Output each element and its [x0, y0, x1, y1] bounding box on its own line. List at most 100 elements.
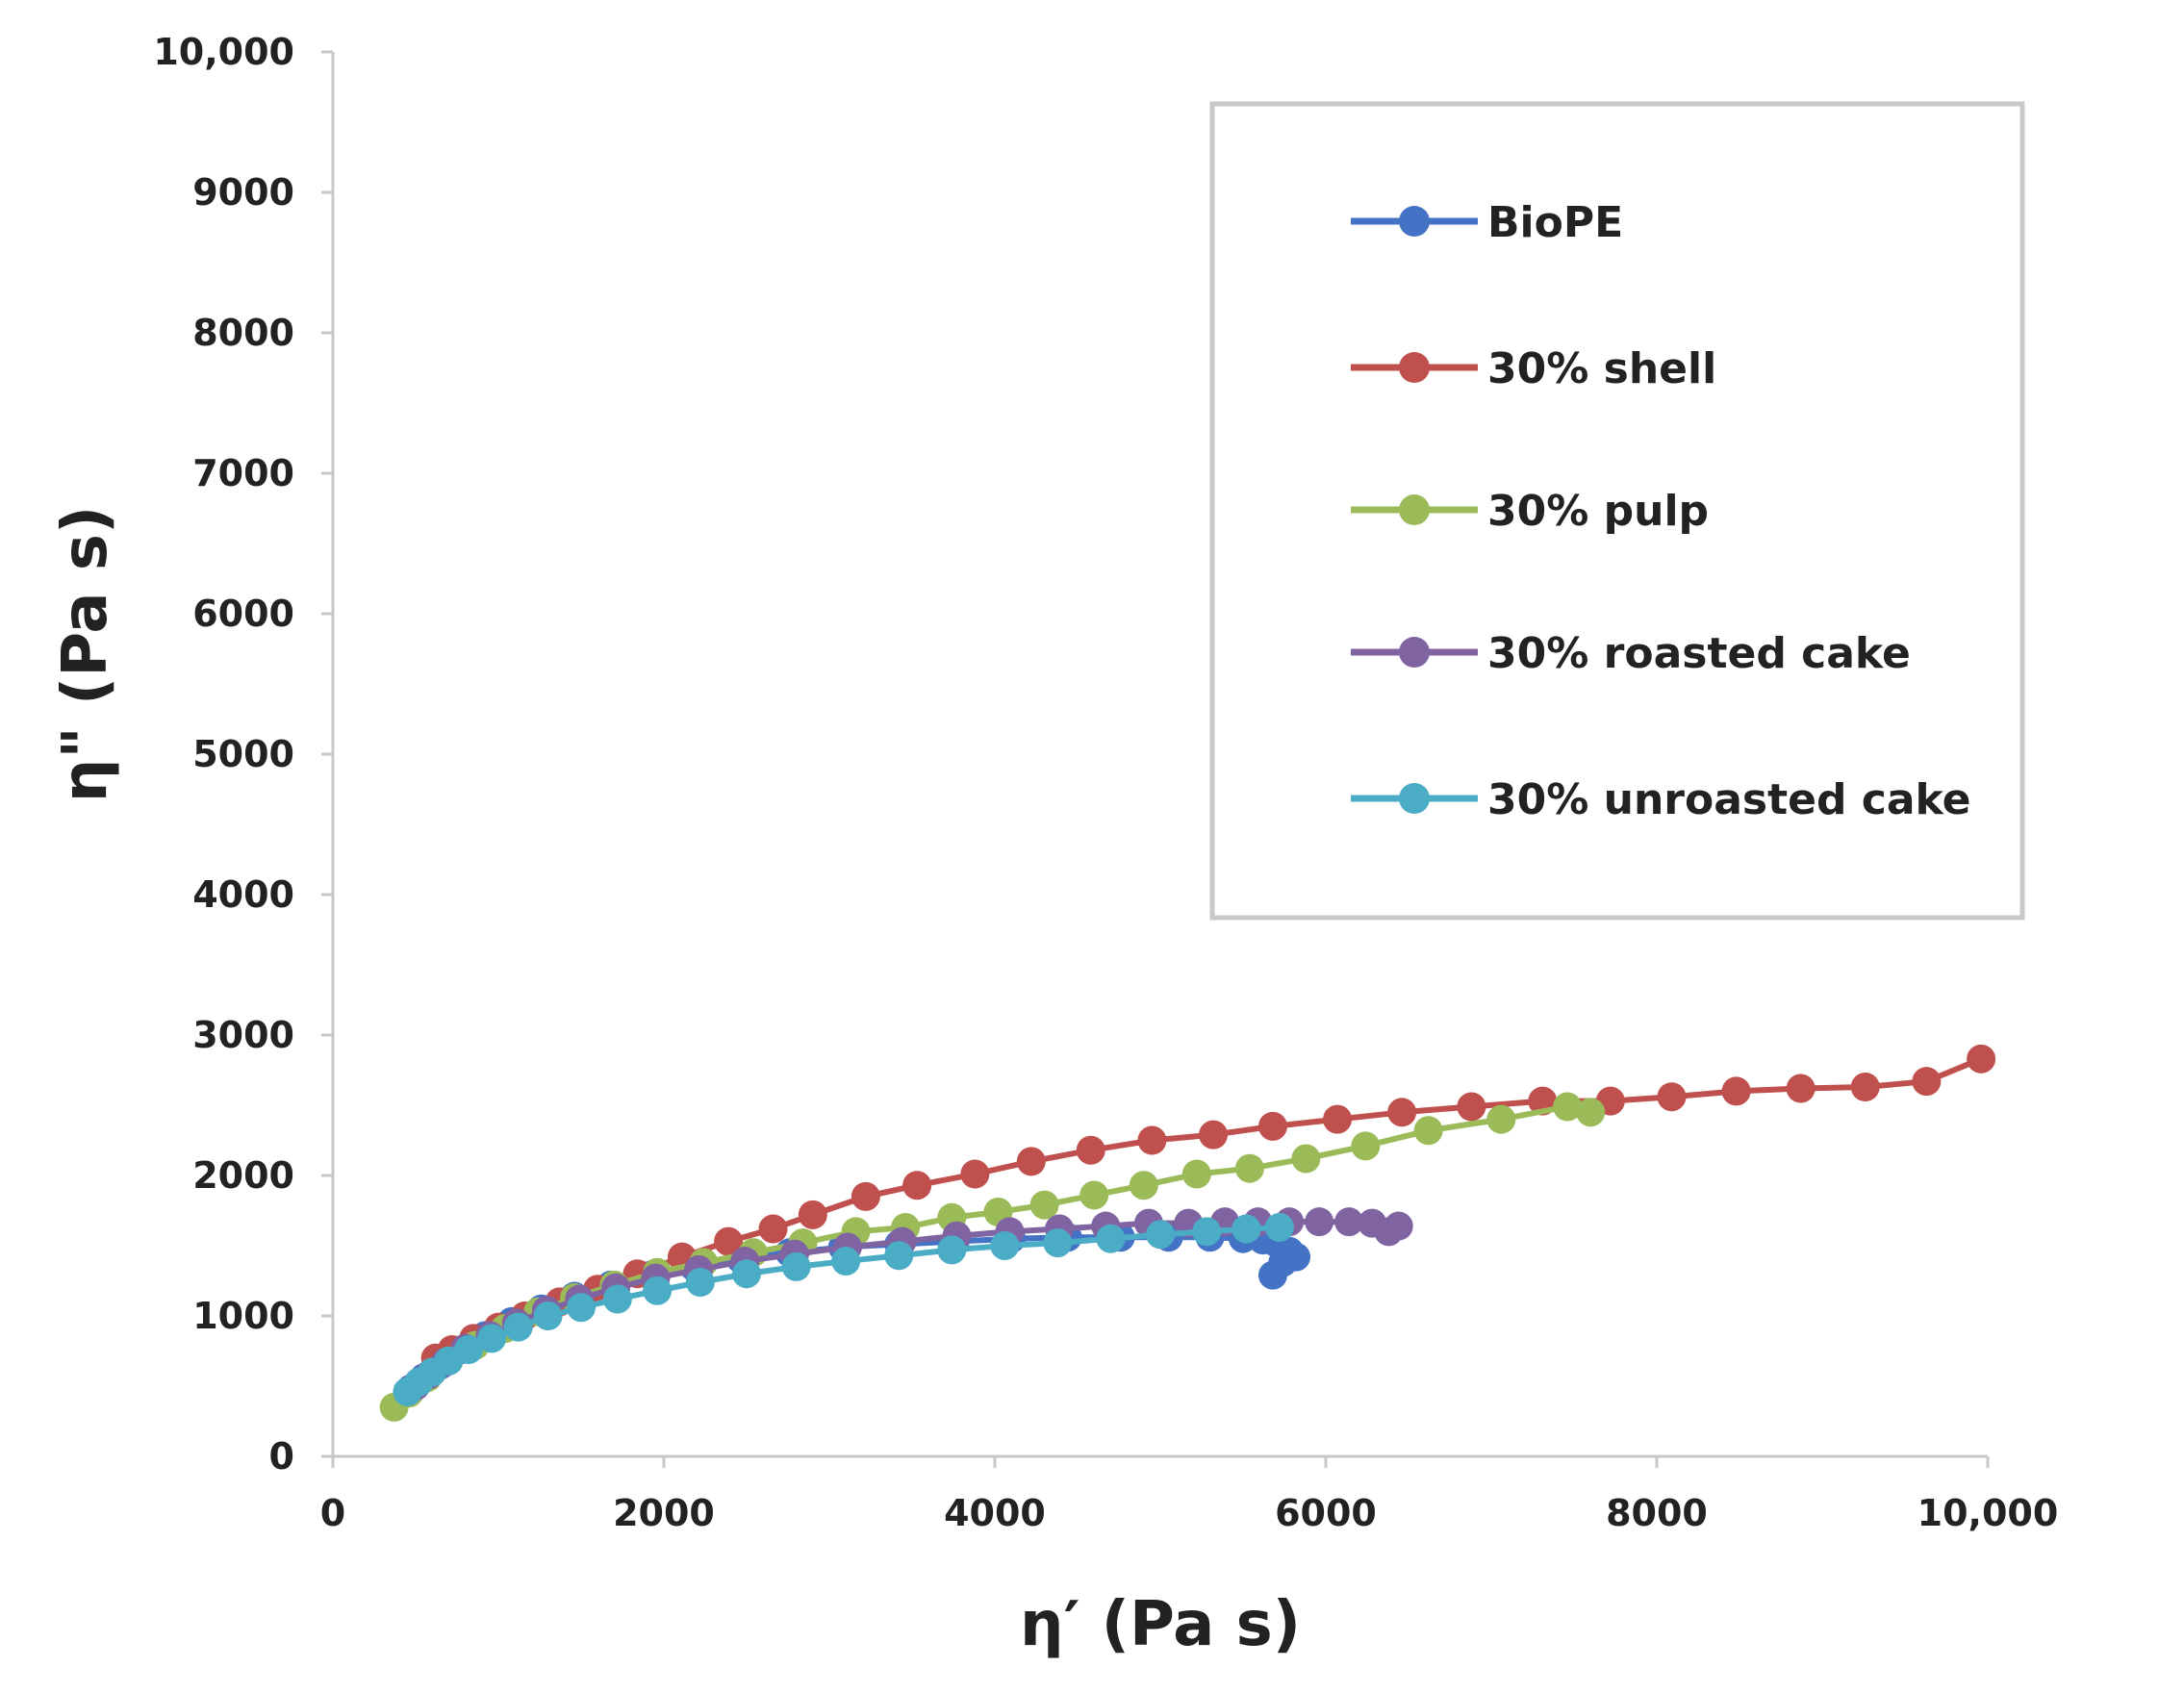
series-30-pulp: [379, 1092, 1606, 1422]
data-point-30-pulp: [1291, 1144, 1321, 1174]
x-tick-label: 0: [320, 1492, 345, 1534]
data-point-30-unroasted-cake: [685, 1267, 715, 1297]
data-point-30-unroasted-cake: [454, 1335, 484, 1365]
legend-marker: [1399, 352, 1430, 383]
legend-marker: [1399, 783, 1430, 814]
x-axis-title: η′ (Pa s): [1020, 1589, 1301, 1660]
y-tick-label: 8000: [192, 312, 294, 354]
data-point-30-unroasted-cake: [732, 1259, 761, 1289]
data-point-30-shell: [1457, 1092, 1486, 1122]
legend-entry-30-pulp: 30% pulp: [1351, 487, 1709, 536]
data-point-30-shell: [1323, 1104, 1353, 1134]
y-tick-label: 6000: [192, 593, 294, 635]
y-axis-ticks: 0 1000 2000 3000 4000 5000 6000 7000 8000 9000 10,…: [153, 31, 333, 1478]
data-point-30-unroasted-cake: [533, 1301, 563, 1330]
y-tick-label: 0: [269, 1435, 294, 1478]
x-tick-label: 8000: [1606, 1492, 1708, 1534]
y-tick-label: 7000: [192, 452, 294, 494]
data-point-30-unroasted-cake: [1096, 1224, 1126, 1253]
data-point-30-shell: [1016, 1147, 1046, 1176]
data-point-30-pulp: [1553, 1092, 1583, 1122]
data-point-30-unroasted-cake: [1043, 1228, 1073, 1258]
x-tick-label: 6000: [1275, 1492, 1377, 1534]
series-line-30-shell: [434, 1056, 1983, 1361]
legend-label: 30% unroasted cake: [1487, 775, 1970, 824]
plot-area: [379, 1044, 1996, 1422]
y-tick-label: 2000: [192, 1154, 294, 1197]
legend-entry-30-shell: 30% shell: [1351, 344, 1716, 393]
data-point-30-pulp: [1029, 1190, 1059, 1220]
data-point-30-shell: [1721, 1076, 1751, 1106]
legend-box: [1209, 101, 2025, 921]
x-tick-label: 10,000: [1917, 1492, 2059, 1534]
legend-entry-30-unroasted-cake: 30% unroasted cake: [1351, 775, 1970, 824]
series-30-unroasted-cake: [393, 1213, 1294, 1406]
data-point-30-pulp: [1129, 1171, 1158, 1200]
data-point-30-shell: [1199, 1120, 1229, 1150]
data-point-30-shell: [1786, 1074, 1816, 1103]
data-point-30-pulp: [1079, 1180, 1109, 1210]
data-point-30-unroasted-cake: [602, 1284, 632, 1314]
data-point-30-pulp: [1486, 1104, 1516, 1134]
x-axis-ticks: 0 2000 4000 6000 8000 10,000: [320, 1456, 2059, 1534]
data-point-30-unroasted-cake: [990, 1231, 1020, 1260]
data-point-30-roasted-cake: [1305, 1207, 1334, 1237]
data-point-30-unroasted-cake: [567, 1293, 596, 1323]
legend-label: 30% pulp: [1487, 487, 1709, 536]
data-point-30-unroasted-cake: [937, 1235, 967, 1265]
legend-marker: [1399, 206, 1430, 237]
y-tick-label: 4000: [192, 873, 294, 916]
y-tick-label: 9000: [192, 171, 294, 214]
data-point-30-unroasted-cake: [477, 1324, 507, 1353]
data-point-30-shell: [1967, 1044, 1996, 1074]
data-point-30-shell: [1657, 1082, 1687, 1112]
data-point-30-pulp: [1181, 1159, 1211, 1189]
data-point-30-shell: [851, 1181, 880, 1211]
legend: BioPE 30% shell 30% pulp 30% roasted cake 30…: [1209, 101, 2025, 921]
y-axis-title: η" (Pa s): [50, 506, 121, 802]
legend-label: BioPE: [1487, 198, 1623, 247]
legend-marker: [1399, 637, 1430, 668]
data-point-30-unroasted-cake: [643, 1276, 673, 1305]
series-line-30-pulp: [392, 1103, 1591, 1410]
data-point-30-unroasted-cake: [1264, 1213, 1294, 1243]
data-point-30-pulp: [1413, 1116, 1443, 1146]
data-point-30-shell: [1076, 1135, 1105, 1165]
data-point-biope: [1257, 1260, 1287, 1290]
data-point-30-pulp: [1351, 1131, 1381, 1161]
data-point-30-shell: [1850, 1073, 1880, 1102]
data-point-30-roasted-cake: [1384, 1211, 1413, 1241]
data-point-30-shell: [798, 1200, 827, 1229]
data-point-30-unroasted-cake: [781, 1251, 811, 1281]
x-tick-label: 2000: [613, 1492, 715, 1534]
data-point-30-unroasted-cake: [884, 1241, 914, 1271]
data-point-30-shell: [758, 1214, 788, 1244]
legend-marker: [1399, 494, 1430, 525]
legend-label: 30% roasted cake: [1487, 629, 1911, 678]
legend-entry-biope: BioPE: [1351, 198, 1623, 247]
legend-label: 30% shell: [1487, 344, 1716, 393]
data-point-30-unroasted-cake: [831, 1247, 861, 1276]
data-point-30-pulp: [1234, 1153, 1264, 1183]
x-tick-label: 4000: [944, 1492, 1046, 1534]
data-point-30-shell: [714, 1226, 744, 1256]
y-tick-label: 3000: [192, 1014, 294, 1056]
y-tick-label: 10,000: [153, 31, 294, 73]
y-tick-label: 1000: [192, 1295, 294, 1337]
data-point-30-unroasted-cake: [1192, 1217, 1222, 1247]
data-point-30-shell: [1912, 1067, 1942, 1097]
data-point-30-shell: [1137, 1125, 1167, 1155]
data-point-30-shell: [1387, 1098, 1417, 1127]
data-point-30-shell: [960, 1159, 990, 1189]
data-point-30-unroasted-cake: [1232, 1214, 1261, 1244]
legend-entry-30-roasted-cake: 30% roasted cake: [1351, 629, 1911, 678]
data-point-30-shell: [902, 1171, 932, 1200]
data-point-30-pulp: [1576, 1098, 1606, 1127]
data-point-30-shell: [1257, 1111, 1287, 1141]
data-point-30-roasted-cake: [1334, 1207, 1364, 1237]
data-point-30-unroasted-cake: [1146, 1220, 1175, 1250]
y-tick-label: 5000: [192, 733, 294, 775]
series-30-shell: [420, 1044, 1996, 1373]
data-point-30-unroasted-cake: [503, 1312, 533, 1342]
